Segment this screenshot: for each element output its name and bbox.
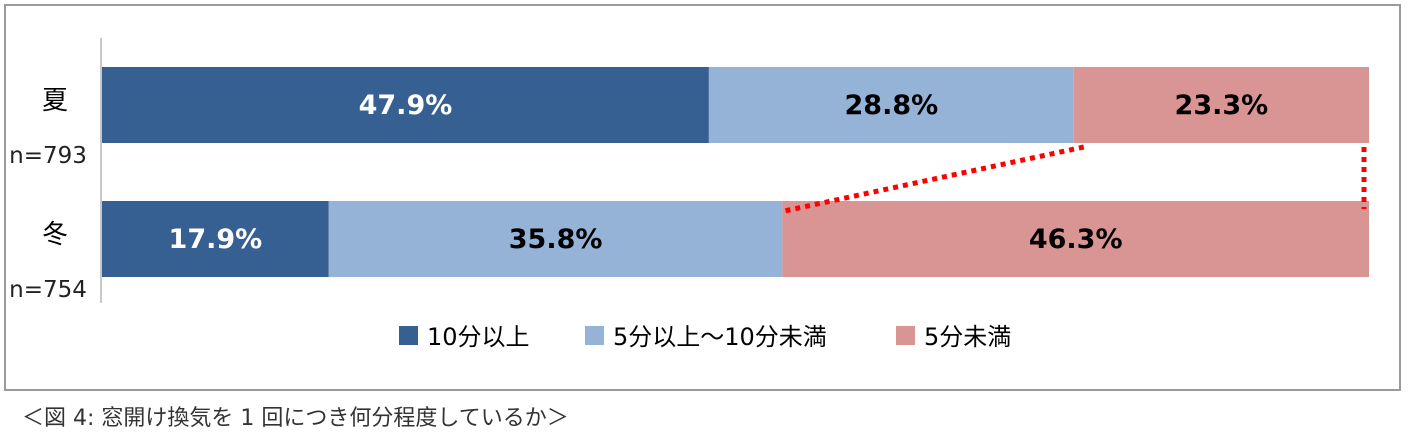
data-label: 17.9% [169,224,263,255]
bar-segment-winter-series-2 [328,201,783,277]
bar-segment-summer-series-1 [102,67,709,143]
bar-segment-winter-series-1 [102,201,329,277]
connector-line-diagonal [783,144,1085,214]
data-label: 35.8% [509,224,603,255]
sample-size-label: n=754 [9,277,87,303]
bar-segment-summer-series-3 [1073,67,1369,143]
data-label: 23.3% [1175,90,1269,121]
legend-label: 5分以上～10分未満 [613,323,827,351]
sample-size-label: n=793 [9,143,87,169]
legend-label: 5分未満 [924,323,1011,351]
bar-segment-summer-series-2 [708,67,1074,143]
legend-label: 10分以上 [427,323,530,351]
legend-swatch [896,326,915,345]
legend-swatch [399,326,418,345]
category-label: 冬 [42,220,68,250]
data-label: 47.9% [359,90,453,121]
legend-swatch [585,326,604,345]
bar-segment-winter-series-3 [782,201,1369,277]
figure-caption: ＜図 4: 窓開け換気を 1 回につき何分程度しているか＞ [22,406,569,431]
data-label: 46.3% [1029,224,1123,255]
data-label: 28.8% [845,90,939,121]
category-label: 夏 [42,86,68,116]
